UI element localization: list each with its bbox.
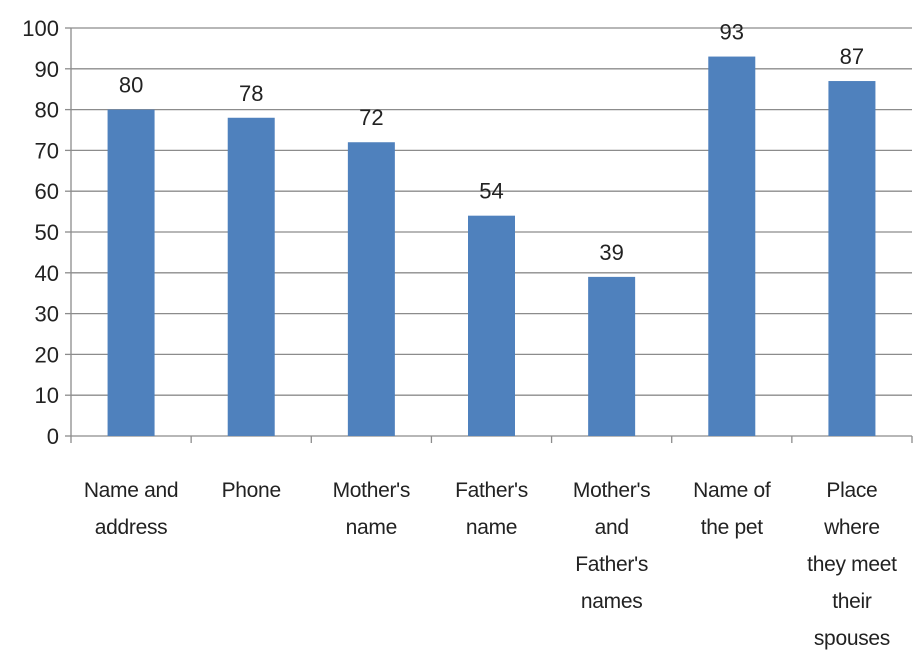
x-category-label-line: Phone <box>222 479 281 502</box>
data-label: 54 <box>479 179 503 204</box>
y-tick-label: 90 <box>35 57 59 82</box>
bar <box>347 142 395 437</box>
x-category-label-line: where <box>823 516 880 539</box>
x-category-label: Name and address <box>84 479 179 539</box>
x-category-label-line: and <box>595 516 629 539</box>
y-tick-label: 80 <box>35 98 59 123</box>
bar <box>828 81 876 436</box>
x-category-label-line: spouses <box>814 627 890 650</box>
x-category-label-line: they meet <box>807 553 897 576</box>
x-category-label-line: Mother's <box>333 479 410 502</box>
bar <box>588 276 636 436</box>
x-category-label-line: Father's <box>575 553 648 576</box>
y-tick-label: 10 <box>35 383 59 408</box>
data-label: 80 <box>119 73 143 98</box>
x-category-label: Mother's and Father's names <box>573 479 650 613</box>
x-category-label: Place where they meet their spouses <box>807 479 897 650</box>
x-category-label-line: Father's <box>455 479 528 502</box>
data-label: 78 <box>239 81 263 106</box>
y-tick-label: 40 <box>35 261 59 286</box>
data-label: 93 <box>720 20 744 45</box>
data-label: 39 <box>599 240 623 265</box>
x-category-label-line: Name of <box>693 479 771 502</box>
y-tick-label: 70 <box>35 138 59 163</box>
x-category-label-line: name <box>346 516 397 539</box>
x-category-label: Father's name <box>455 479 528 539</box>
bar <box>107 109 155 436</box>
x-category-label: Mother's name <box>333 479 410 539</box>
x-category-label-line: Name and <box>84 479 179 502</box>
x-category-label-line: their <box>832 590 872 613</box>
y-tick-label: 30 <box>35 302 59 327</box>
bar <box>468 215 515 436</box>
x-category-label-line: address <box>95 516 168 539</box>
x-category-label-line: the pet <box>701 516 764 539</box>
data-label: 87 <box>840 44 864 69</box>
y-tick-label: 50 <box>35 220 59 245</box>
y-axis-tick-labels: 0 10 20 30 40 50 60 70 80 90 100 <box>22 16 59 449</box>
y-tick-label: 20 <box>35 342 59 367</box>
y-tick-label: 0 <box>47 424 59 449</box>
x-category-label-line: names <box>581 590 643 613</box>
y-tick-label: 100 <box>22 16 59 41</box>
x-category-label: Phone <box>222 479 281 502</box>
y-tick-label: 60 <box>35 179 59 204</box>
data-label: 72 <box>359 105 383 130</box>
x-category-label-line: Mother's <box>573 479 650 502</box>
bars <box>107 56 876 437</box>
x-category-label-line: name <box>466 516 517 539</box>
x-category-label-line: Place <box>826 479 877 502</box>
x-category-label: Name of the pet <box>693 479 771 539</box>
bar <box>227 117 275 436</box>
bar <box>708 56 756 437</box>
data-labels: 80 78 72 54 39 93 87 <box>119 20 864 265</box>
